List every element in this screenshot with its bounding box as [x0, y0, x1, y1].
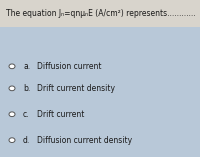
Text: The equation Jₙ=qnμₙE (A/cm²) represents............: The equation Jₙ=qnμₙE (A/cm²) represents… [6, 9, 196, 18]
Text: c.: c. [23, 110, 30, 119]
Circle shape [9, 112, 15, 117]
Text: b.: b. [23, 84, 30, 93]
Circle shape [9, 86, 15, 91]
Circle shape [9, 138, 15, 143]
Text: Diffusion current density: Diffusion current density [37, 136, 132, 145]
Text: Drift current: Drift current [37, 110, 84, 119]
Text: Diffusion current: Diffusion current [37, 62, 102, 71]
Text: a.: a. [23, 62, 30, 71]
Text: d.: d. [23, 136, 30, 145]
Text: Drift current density: Drift current density [37, 84, 115, 93]
Circle shape [9, 64, 15, 69]
FancyBboxPatch shape [0, 0, 200, 27]
